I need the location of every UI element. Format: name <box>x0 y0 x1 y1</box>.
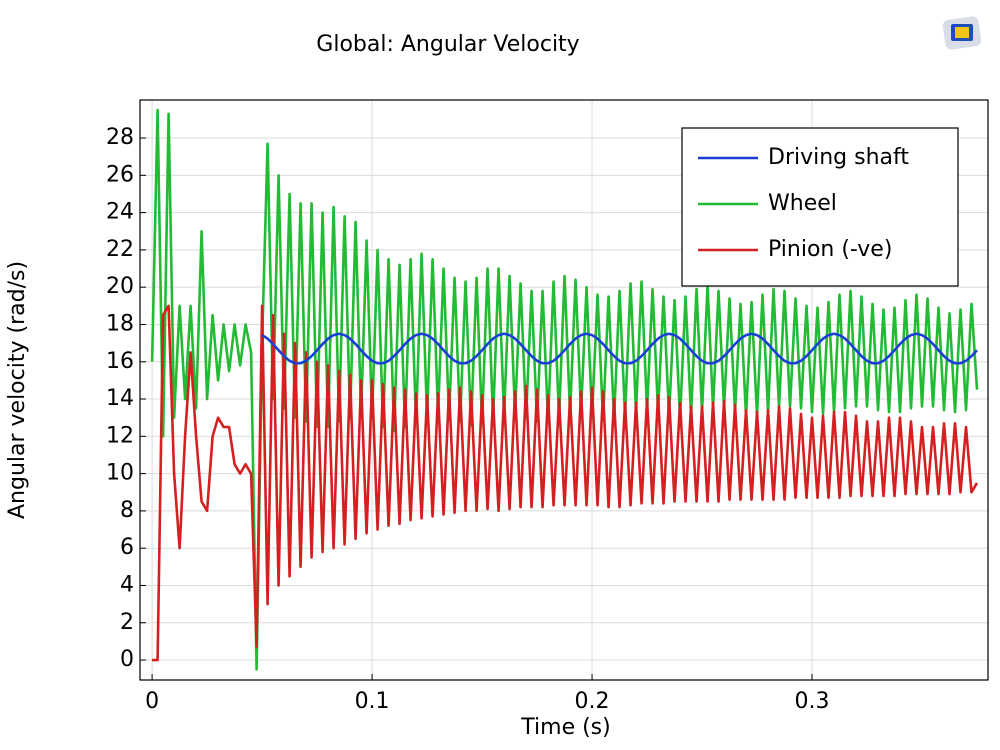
y-tick-label: 12 <box>106 423 134 448</box>
y-tick-label: 24 <box>106 200 134 225</box>
y-tick-label: 18 <box>106 311 134 336</box>
chart-title: Global: Angular Velocity <box>316 32 579 57</box>
y-tick-label: 22 <box>106 237 134 262</box>
x-tick-label: 0.3 <box>795 689 830 714</box>
y-axis-label: Angular velocity (rad/s) <box>5 261 30 519</box>
legend-label: Driving shaft <box>768 145 909 170</box>
legend-box <box>681 127 959 287</box>
legend-label: Pinion (-ve) <box>768 237 892 262</box>
x-axis-label: Time (s) <box>520 715 610 740</box>
y-tick-label: 6 <box>120 535 134 560</box>
y-tick-label: 16 <box>106 349 134 374</box>
y-tick-label: 2 <box>120 610 134 635</box>
x-tick-label: 0 <box>145 689 159 714</box>
x-tick-label: 0.1 <box>355 689 390 714</box>
data-line <box>261 332 978 365</box>
data-line <box>152 304 979 662</box>
plot-lines <box>150 108 979 671</box>
y-tick-label: 8 <box>120 498 134 523</box>
y-tick-label: 28 <box>106 125 134 150</box>
y-tick-label: 4 <box>120 572 134 597</box>
plot-frame <box>139 99 989 681</box>
data-line <box>150 108 979 671</box>
y-tick-label: 0 <box>120 647 134 672</box>
legend: Driving shaft Wheel Pinion (-ve) <box>681 127 959 287</box>
x-tick-label: 0.2 <box>575 689 610 714</box>
y-tick-label: 14 <box>106 386 134 411</box>
y-tick-label: 20 <box>106 274 134 299</box>
y-tick-label: 26 <box>106 162 134 187</box>
legend-label: Wheel <box>768 191 837 216</box>
y-tick-label: 10 <box>106 461 134 486</box>
app-logo <box>942 16 982 50</box>
